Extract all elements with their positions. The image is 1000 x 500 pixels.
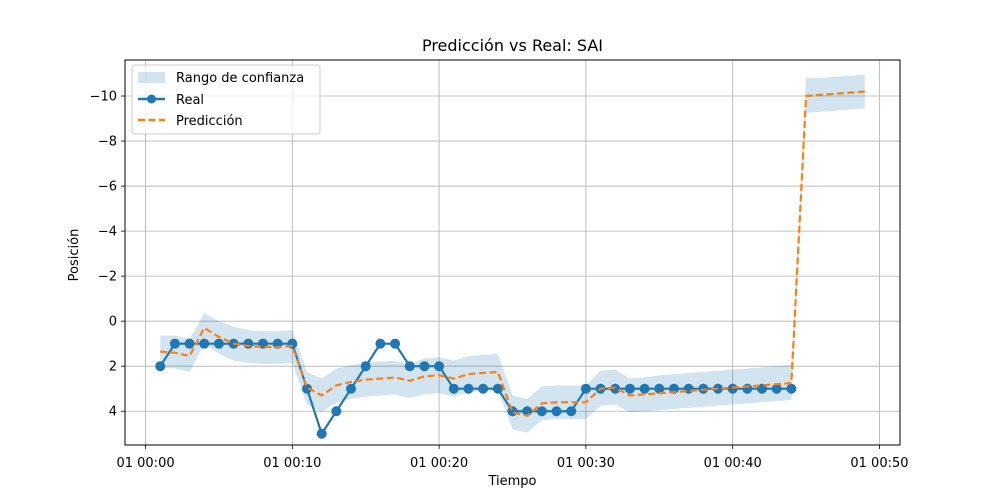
x-tick-label: 01 00:50 bbox=[850, 456, 908, 471]
real-data-point bbox=[536, 406, 547, 417]
legend-label-confidence: Rango de confianza bbox=[176, 71, 304, 86]
real-data-point bbox=[478, 383, 489, 394]
x-tick-label: 01 00:10 bbox=[263, 456, 321, 471]
y-tick-label: −6 bbox=[98, 180, 117, 195]
real-data-point bbox=[566, 406, 577, 417]
real-data-point bbox=[624, 383, 635, 394]
real-data-point bbox=[169, 338, 180, 349]
real-data-point bbox=[199, 338, 210, 349]
legend-label-real: Real bbox=[176, 93, 204, 108]
real-data-point bbox=[463, 383, 474, 394]
real-data-point bbox=[727, 383, 738, 394]
real-data-point bbox=[580, 383, 591, 394]
real-data-point bbox=[786, 383, 797, 394]
x-tick-label: 01 00:00 bbox=[116, 456, 174, 471]
y-tick-label: −10 bbox=[90, 90, 117, 105]
real-data-point bbox=[448, 383, 459, 394]
real-data-point bbox=[184, 338, 195, 349]
y-tick-label: 2 bbox=[109, 360, 117, 375]
real-data-point bbox=[551, 406, 562, 417]
real-data-point bbox=[213, 338, 224, 349]
real-data-point bbox=[155, 361, 166, 372]
prediction-series-line bbox=[160, 90, 865, 417]
y-axis-label: Posición bbox=[67, 229, 82, 282]
x-axis: 01 00:00 01 00:10 01 00:20 01 00:30 01 00:40… bbox=[116, 445, 909, 471]
legend-label-prediction: Predicción bbox=[176, 114, 243, 129]
plot-frame bbox=[124, 59, 901, 446]
y-axis: 4 2 0 −2 −4 −6 −8 −10 bbox=[90, 90, 125, 420]
legend-swatch-confidence bbox=[138, 72, 165, 83]
y-tick-label: −8 bbox=[98, 135, 117, 150]
real-data-point bbox=[331, 406, 342, 417]
real-data-point bbox=[419, 361, 430, 372]
chart-title: Predicción vs Real: SAI bbox=[422, 36, 603, 55]
real-data-point bbox=[390, 338, 401, 349]
y-tick-label: −4 bbox=[98, 225, 117, 240]
real-data-point bbox=[360, 361, 371, 372]
real-data-point bbox=[302, 383, 313, 394]
real-data-point bbox=[668, 383, 679, 394]
real-data-point bbox=[404, 361, 415, 372]
x-tick-label: 01 00:30 bbox=[557, 456, 615, 471]
legend: Rango de confianza Real Predicción bbox=[131, 64, 321, 135]
real-data-point bbox=[639, 383, 650, 394]
x-tick-label: 01 00:40 bbox=[704, 456, 762, 471]
series-layer bbox=[155, 90, 865, 439]
real-data-point bbox=[346, 383, 357, 394]
legend-marker-real bbox=[147, 94, 156, 104]
real-data-point bbox=[316, 428, 327, 439]
real-data-point bbox=[654, 383, 665, 394]
real-data-point bbox=[771, 383, 782, 394]
legend-box bbox=[131, 64, 321, 135]
real-data-point bbox=[434, 361, 445, 372]
y-tick-label: −2 bbox=[98, 270, 117, 285]
real-data-point bbox=[375, 338, 386, 349]
x-axis-label: Tiempo bbox=[487, 474, 536, 489]
y-tick-label: 4 bbox=[109, 405, 117, 420]
x-tick-label: 01 00:20 bbox=[410, 456, 468, 471]
real-data-point bbox=[507, 406, 518, 417]
real-data-point bbox=[492, 383, 503, 394]
y-tick-label: 0 bbox=[109, 315, 117, 330]
